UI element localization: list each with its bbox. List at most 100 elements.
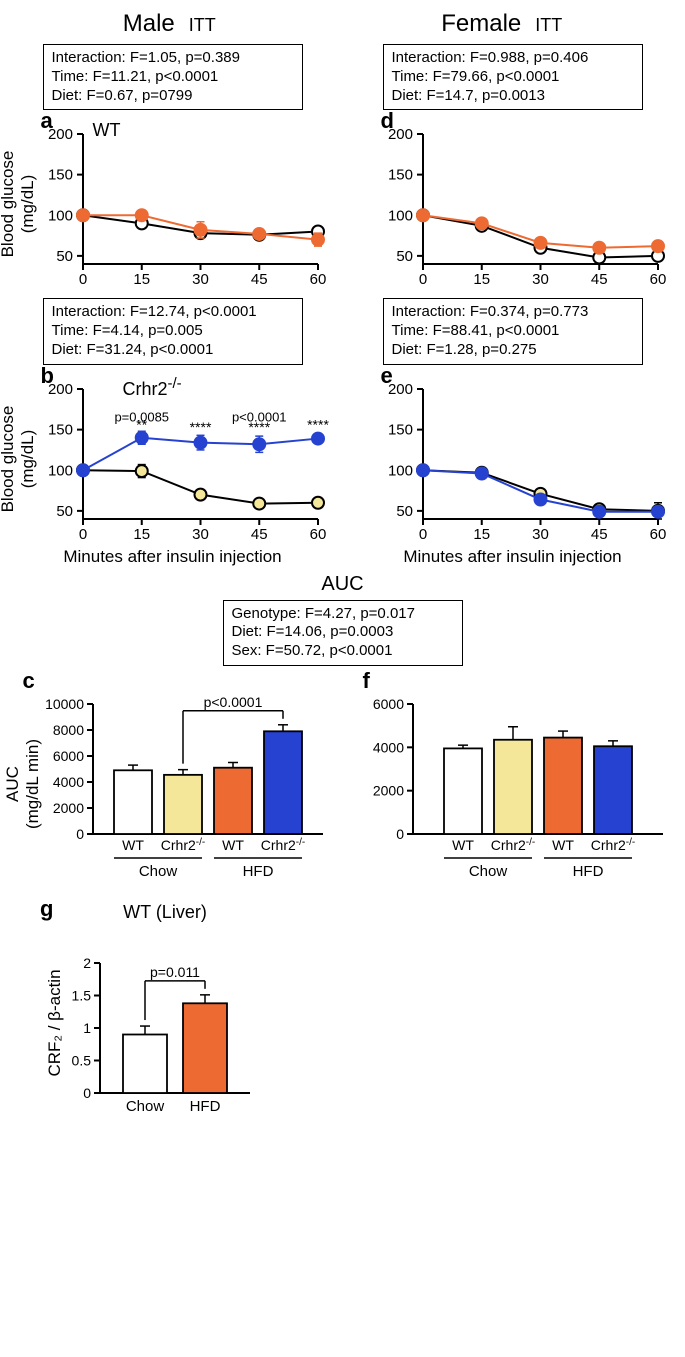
svg-text:100: 100 — [47, 208, 72, 225]
stat-line: Interaction: F=0.988, p=0.406 — [392, 49, 634, 68]
stats-row-2: Interaction: F=12.74, p<0.0001 Time: F=4… — [10, 294, 675, 368]
svg-text:HFD: HFD — [242, 863, 273, 880]
svg-text:WT: WT — [222, 837, 244, 853]
itt-label-1: ITT — [189, 15, 216, 36]
stat-line: Interaction: F=1.05, p=0.389 — [52, 49, 294, 68]
svg-text:15: 15 — [473, 526, 490, 543]
svg-text:45: 45 — [590, 271, 607, 288]
chart-e: 50100150200015304560 — [353, 369, 673, 549]
bar-chart-g: 00.511.52p=0.011ChowHFD — [40, 923, 260, 1123]
stats-row-1: Interaction: F=1.05, p=0.389 Time: F=11.… — [10, 40, 675, 114]
stat-line: Time: F=79.66, p<0.0001 — [392, 68, 634, 87]
svg-text:50: 50 — [56, 248, 73, 265]
bar-chart-f: 0200040006000WTCrhr2-/-WTCrhr2-/-ChowHFD — [353, 674, 673, 894]
xlabel-e: Minutes after insulin injection — [403, 547, 621, 567]
svg-text:60: 60 — [309, 271, 326, 288]
svg-text:100: 100 — [387, 208, 412, 225]
panel-g-wrap: g WT (Liver) CRF₂ / β-actin 00.511.52p=0… — [40, 902, 260, 1123]
svg-text:0: 0 — [78, 271, 86, 288]
svg-text:Crhr2-/-: Crhr2-/- — [160, 836, 204, 853]
stat-line: Time: F=88.41, p<0.0001 — [392, 322, 634, 341]
svg-text:2000: 2000 — [372, 782, 403, 798]
auc-title: AUC — [321, 573, 363, 596]
panels-be: b Crhr2-/- Blood glucose (mg/dL) 5010015… — [10, 369, 675, 567]
ylabel-g: CRF₂ / β-actin — [45, 953, 65, 1093]
stat-line: Interaction: F=12.74, p<0.0001 — [52, 303, 294, 322]
ylabel-b: Blood glucose (mg/dL) — [0, 389, 38, 529]
panel-a-wrap: a WT Blood glucose (mg/dL) 5010015020001… — [13, 114, 333, 294]
male-label: Male — [123, 10, 175, 38]
svg-text:50: 50 — [56, 502, 73, 519]
svg-text:4000: 4000 — [52, 774, 83, 790]
svg-text:150: 150 — [47, 167, 72, 184]
column-headers: Male ITT Female ITT — [10, 10, 675, 38]
ylabel-a: Blood glucose (mg/dL) — [0, 134, 38, 274]
svg-text:Crhr2-/-: Crhr2-/- — [260, 836, 304, 853]
stat-line: Diet: F=31.24, p<0.0001 — [52, 341, 294, 360]
svg-text:0: 0 — [418, 271, 426, 288]
svg-text:4000: 4000 — [372, 739, 403, 755]
panel-letter-d: d — [381, 108, 394, 134]
chart-d: 50100150200015304560 — [353, 114, 673, 294]
svg-text:60: 60 — [649, 271, 666, 288]
panel-b-wrap: b Crhr2-/- Blood glucose (mg/dL) 5010015… — [13, 369, 333, 549]
svg-text:60: 60 — [649, 526, 666, 543]
svg-text:100: 100 — [47, 462, 72, 479]
stat-line: Genotype: F=4.27, p=0.017 — [232, 605, 454, 624]
svg-text:10000: 10000 — [45, 696, 84, 712]
stat-line: Time: F=4.14, p=0.005 — [52, 322, 294, 341]
stats-box-e: Interaction: F=0.374, p=0.773 Time: F=88… — [383, 298, 643, 364]
svg-text:Chow: Chow — [138, 863, 177, 880]
stat-line: Diet: F=1.28, p=0.275 — [392, 341, 634, 360]
panel-c-wrap: c AUC (mg/dL min) 0200040006000800010000… — [13, 674, 333, 894]
female-header: Female ITT — [441, 10, 562, 38]
svg-text:150: 150 — [47, 421, 72, 438]
stat-line: Diet: F=14.06, p=0.0003 — [232, 623, 454, 642]
svg-text:0: 0 — [418, 526, 426, 543]
female-label: Female — [441, 10, 521, 38]
stats-box-d: Interaction: F=0.988, p=0.406 Time: F=79… — [383, 44, 643, 110]
stats-box-a: Interaction: F=1.05, p=0.389 Time: F=11.… — [43, 44, 303, 110]
svg-text:15: 15 — [473, 271, 490, 288]
svg-text:30: 30 — [192, 271, 209, 288]
panel-letter-e: e — [381, 363, 393, 389]
svg-text:****: **** — [307, 416, 329, 432]
svg-text:45: 45 — [250, 526, 267, 543]
svg-text:30: 30 — [532, 271, 549, 288]
svg-text:50: 50 — [396, 248, 413, 265]
svg-text:45: 45 — [250, 271, 267, 288]
svg-text:Crhr2-/-: Crhr2-/- — [490, 836, 534, 853]
stat-line: Diet: F=14.7, p=0.0013 — [392, 87, 634, 106]
svg-text:6000: 6000 — [52, 748, 83, 764]
panel-letter-b: b — [41, 363, 54, 389]
stat-line: Interaction: F=0.374, p=0.773 — [392, 303, 634, 322]
panel-letter-f: f — [363, 668, 370, 694]
stats-box-auc: Genotype: F=4.27, p=0.017 Diet: F=14.06,… — [223, 600, 463, 666]
svg-text:8000: 8000 — [52, 722, 83, 738]
panel-g-title: WT (Liver) — [70, 902, 260, 923]
panel-f-wrap: f 0200040006000WTCrhr2-/-WTCrhr2-/-ChowH… — [353, 674, 673, 894]
stat-line: Diet: F=0.67, p=0799 — [52, 87, 294, 106]
svg-text:HFD: HFD — [190, 1098, 221, 1115]
svg-text:0.5: 0.5 — [72, 1052, 92, 1068]
svg-text:0: 0 — [396, 826, 404, 842]
stat-line: Time: F=11.21, p<0.0001 — [52, 68, 294, 87]
panel-b-title: Crhr2-/- — [123, 375, 182, 400]
svg-text:**: ** — [136, 416, 147, 432]
stats-box-b: Interaction: F=12.74, p<0.0001 Time: F=4… — [43, 298, 303, 364]
panels-cf: c AUC (mg/dL min) 0200040006000800010000… — [10, 674, 675, 894]
ylabel-c: AUC (mg/dL min) — [3, 714, 43, 854]
svg-text:1.5: 1.5 — [72, 987, 92, 1003]
svg-text:2: 2 — [83, 955, 91, 971]
svg-text:150: 150 — [387, 167, 412, 184]
svg-text:150: 150 — [387, 421, 412, 438]
panel-letter-g: g — [40, 896, 53, 922]
panel-d-wrap: d 50100150200015304560 — [353, 114, 673, 294]
svg-text:****: **** — [248, 419, 270, 435]
svg-text:100: 100 — [387, 462, 412, 479]
panel-e-wrap: e 50100150200015304560 — [353, 369, 673, 549]
svg-text:HFD: HFD — [572, 863, 603, 880]
itt-label-2: ITT — [535, 15, 562, 36]
xlabel-b: Minutes after insulin injection — [63, 547, 281, 567]
svg-text:Chow: Chow — [126, 1098, 165, 1115]
